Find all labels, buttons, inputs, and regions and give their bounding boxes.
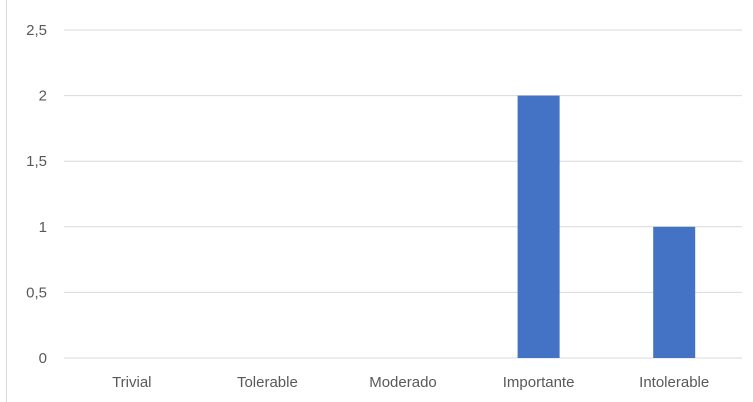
y-axis-ticks: 0 0,5 1 1,5 2 2,5 [26, 22, 47, 367]
bars [517, 95, 696, 358]
x-category-label: Tolerable [237, 374, 298, 391]
y-tick-label: 1,5 [26, 153, 47, 170]
x-category-label: Trivial [112, 374, 151, 391]
y-tick-label: 0 [39, 350, 47, 367]
x-category-label: Moderado [369, 374, 437, 391]
bar-intolerable [653, 226, 696, 358]
x-axis-categories: Trivial Tolerable Moderado Importante Intole… [112, 374, 709, 391]
frame-border [6, 0, 7, 402]
bar-importante [517, 95, 560, 358]
y-tick-label: 2 [39, 88, 47, 105]
x-category-label: Importante [503, 374, 575, 391]
x-category-label: Intolerable [639, 374, 709, 391]
y-tick-label: 2,5 [26, 22, 47, 39]
gridlines [64, 29, 742, 359]
y-tick-label: 0,5 [26, 284, 47, 301]
y-tick-label: 1 [39, 219, 47, 236]
